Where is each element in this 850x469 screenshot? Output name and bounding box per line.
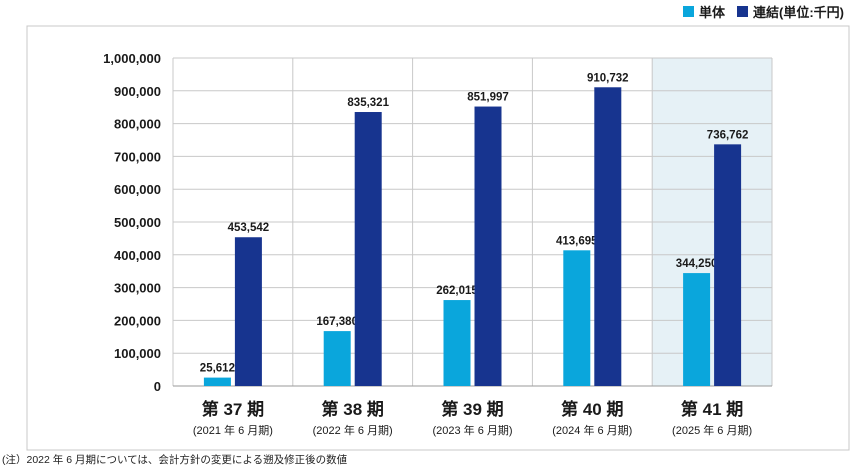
data-label: 25,612 <box>200 363 235 375</box>
bar-consolidated <box>714 144 742 386</box>
bar-single <box>443 300 471 386</box>
x-category-label: 第 37 期 <box>202 399 264 419</box>
data-label: 262,015 <box>436 285 478 297</box>
data-label: 453,542 <box>228 222 270 234</box>
x-category-sublabel: (2023 年 6 月期) <box>432 423 512 437</box>
legend-item-consolidated: 連結(単位:千円) <box>737 2 844 21</box>
y-tick-label: 300,000 <box>114 281 161 296</box>
legend-swatch-consolidated <box>737 6 748 17</box>
data-label: 910,732 <box>587 72 629 84</box>
x-category-sublabel: (2021 年 6 月期) <box>193 423 273 437</box>
x-category-sublabel: (2024 年 6 月期) <box>552 423 632 437</box>
y-tick-label: 400,000 <box>114 248 161 263</box>
y-tick-label: 100,000 <box>114 346 161 361</box>
data-label: 835,321 <box>347 97 389 109</box>
x-category-label: 第 39 期 <box>441 399 503 419</box>
x-category-sublabel: (2022 年 6 月期) <box>313 423 393 437</box>
bar-single <box>683 273 711 386</box>
legend-item-single: 単体 <box>682 2 725 21</box>
x-category-label: 第 38 期 <box>322 399 384 419</box>
y-tick-label: 700,000 <box>114 149 161 164</box>
legend-swatch-single <box>682 6 694 17</box>
bar-consolidated <box>354 112 382 386</box>
x-category-sublabel: (2025 年 6 月期) <box>672 423 752 437</box>
data-label: 851,997 <box>467 92 509 104</box>
y-tick-label: 600,000 <box>114 182 161 197</box>
x-category-label: 第 41 期 <box>681 399 743 419</box>
data-label: 736,762 <box>707 129 749 141</box>
y-tick-label: 900,000 <box>114 84 161 99</box>
data-label: 167,380 <box>316 316 358 328</box>
chart-footnote: (注）2022 年 6 月期については、会計方針の変更による遡及修正後の数値 <box>2 454 348 466</box>
y-tick-label: 800,000 <box>114 117 161 132</box>
chart-legend: 単体 連結(単位:千円) <box>671 2 844 21</box>
bar-consolidated <box>594 87 622 386</box>
legend-label-single: 単体 <box>698 5 725 20</box>
y-tick-label: 200,000 <box>114 313 161 328</box>
data-label: 413,695 <box>556 235 598 247</box>
bar-consolidated <box>474 106 502 386</box>
y-tick-label: 1,000,000 <box>103 51 161 66</box>
bar-single <box>203 377 231 386</box>
y-tick-label: 0 <box>154 379 161 394</box>
bar-single <box>323 331 351 386</box>
legend-label-consolidated: 連結(単位:千円) <box>753 5 844 20</box>
data-label: 344,250 <box>676 258 718 270</box>
x-category-label: 第 40 期 <box>561 399 623 419</box>
bar-consolidated <box>234 237 262 386</box>
y-tick-label: 500,000 <box>114 215 161 230</box>
bar-single <box>563 250 591 386</box>
